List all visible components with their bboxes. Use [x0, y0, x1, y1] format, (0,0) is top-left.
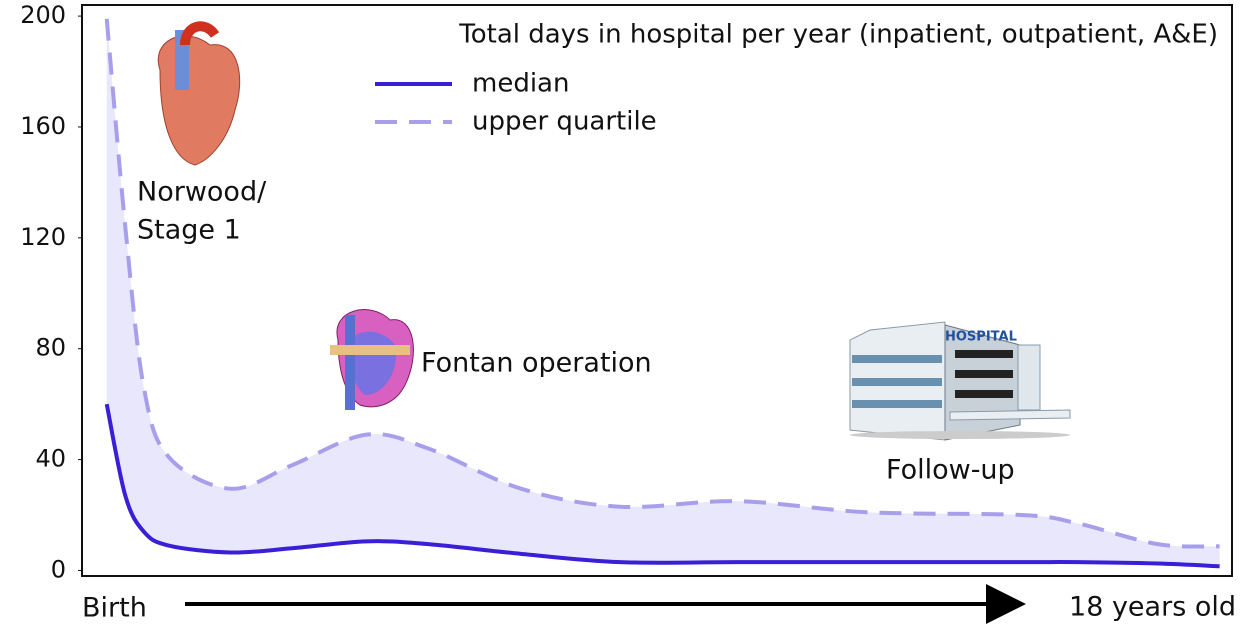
y-tick-label: 80	[35, 334, 66, 362]
heart-icon-2	[330, 310, 413, 410]
x-start-label: Birth	[82, 593, 147, 624]
legend-label: median	[472, 69, 569, 99]
y-tick-label: 40	[35, 445, 66, 473]
annotation: Follow-up	[886, 455, 1015, 486]
annotation: Stage 1	[137, 215, 241, 246]
hospital-icon: HOSPITAL	[850, 322, 1070, 440]
band-fill	[107, 19, 1220, 566]
annotation: Fontan operation	[421, 348, 652, 379]
y-tick-label: 120	[20, 223, 66, 251]
chart: HOSPITAL Birth 18 years old Total days i…	[0, 0, 1244, 629]
annotation: Norwood/	[137, 177, 267, 208]
hospital-sign: HOSPITAL	[945, 330, 1017, 345]
x-end-label: 18 years old	[1069, 592, 1236, 623]
legend-title: Total days in hospital per year (inpatie…	[458, 20, 1218, 50]
heart-icon	[158, 26, 239, 165]
legend-label: upper quartile	[472, 107, 657, 137]
y-tick-label: 200	[20, 1, 66, 29]
series-line	[107, 19, 1220, 547]
y-tick-label: 0	[51, 555, 66, 583]
y-tick-label: 160	[20, 112, 66, 140]
